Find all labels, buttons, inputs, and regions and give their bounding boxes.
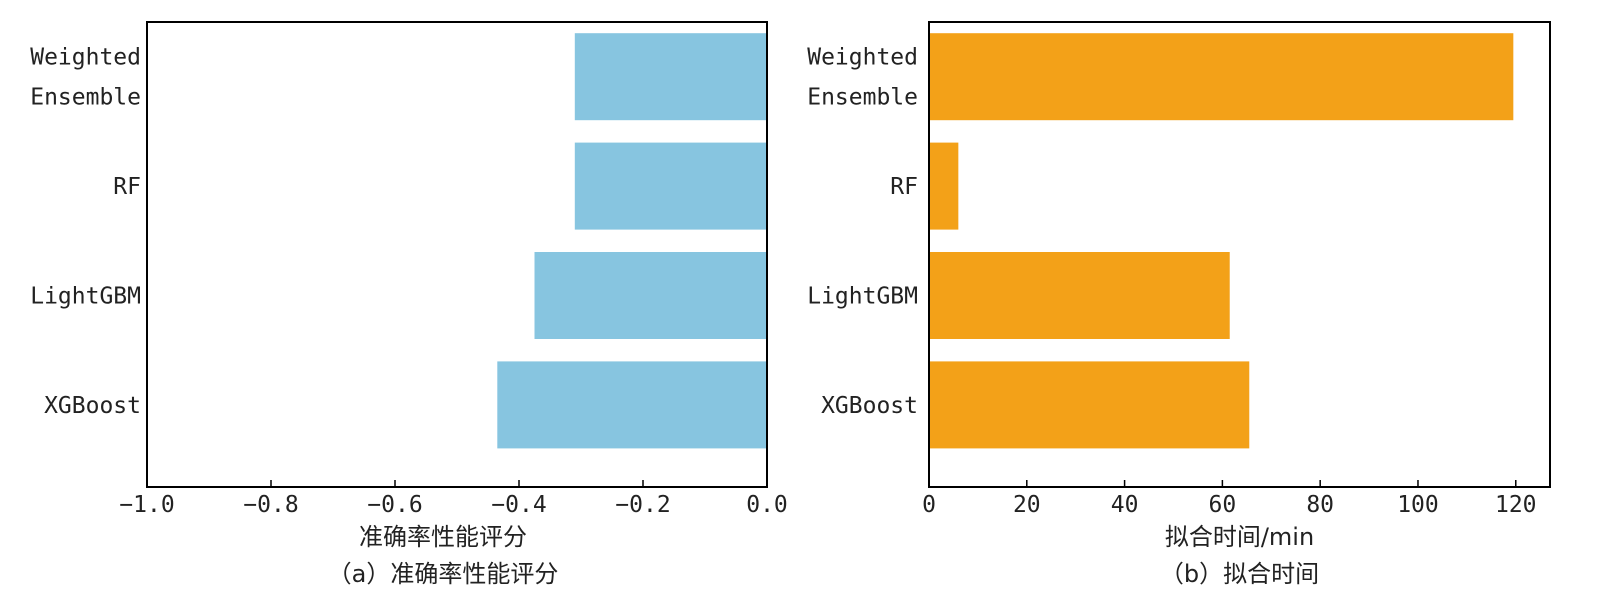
x-tick-label: 100: [1397, 492, 1439, 518]
category-label: LightGBM: [30, 284, 141, 310]
category-label: Weighted: [30, 45, 141, 71]
category-label: Ensemble: [807, 85, 918, 111]
chart-accuracy-score: Weighted Ensemble RF LightGBM XGBoost −1.0 −0.…: [30, 21, 788, 588]
x-tick-label: −0.2: [615, 492, 670, 518]
x-tick-label: 0: [922, 492, 936, 518]
bar: [574, 142, 767, 230]
x-tick-label: −0.8: [243, 492, 298, 518]
bar: [929, 361, 1250, 449]
axes-frame: [928, 21, 1551, 488]
bar: [497, 361, 767, 449]
x-tick-label: −0.4: [491, 492, 546, 518]
category-label: LightGBM: [807, 284, 918, 310]
category-label: XGBoost: [44, 393, 141, 419]
category-label: RF: [113, 174, 141, 200]
x-axis-title: 准确率性能评分: [359, 523, 527, 551]
x-axis-title: 拟合时间/min: [1165, 523, 1314, 551]
bar: [534, 252, 767, 339]
axes-frame: [146, 21, 768, 488]
x-tick-label: 0.0: [746, 492, 788, 518]
bar: [929, 33, 1514, 121]
x-tick-label: 40: [1111, 492, 1139, 518]
chart-caption: （b）拟合时间: [1160, 560, 1319, 588]
category-label: Weighted: [807, 45, 918, 71]
x-tick-label: 20: [1013, 492, 1041, 518]
x-tick-label: 60: [1209, 492, 1237, 518]
bar: [574, 33, 767, 121]
category-label: RF: [890, 174, 918, 200]
chart-fit-time: Weighted Ensemble RF LightGBM XGBoost 0 20 40 60…: [807, 21, 1551, 588]
category-label: Ensemble: [30, 85, 141, 111]
bar: [929, 252, 1230, 339]
x-tick-label: 120: [1495, 492, 1537, 518]
x-tick-label: −0.6: [367, 492, 422, 518]
category-label: XGBoost: [821, 393, 918, 419]
chart-caption: （a）准确率性能评分: [328, 560, 559, 588]
x-tick-label: −1.0: [119, 492, 174, 518]
x-tick-label: 80: [1306, 492, 1334, 518]
bar: [929, 142, 959, 230]
